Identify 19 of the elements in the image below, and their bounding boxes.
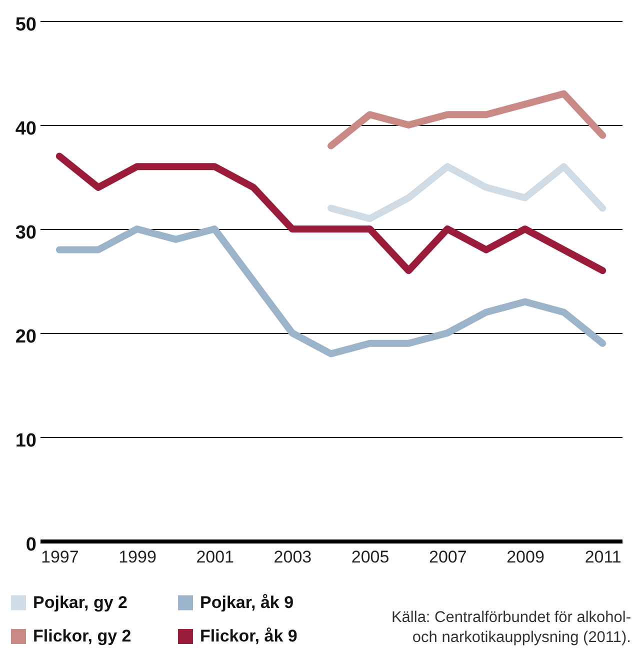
x-tick-label: 2001: [196, 548, 234, 566]
x-tick-label: 1999: [118, 548, 156, 566]
legend-label: Pojkar, åk 9: [200, 592, 294, 612]
legend-label: Pojkar, gy 2: [33, 592, 128, 612]
y-tick-label: 0: [26, 534, 36, 556]
x-tick-label: 2003: [274, 548, 312, 566]
y-tick-label: 20: [15, 326, 36, 348]
y-tick-label: 10: [15, 430, 36, 452]
y-tick-label: 50: [15, 14, 36, 36]
y-tick-label: 40: [15, 118, 36, 140]
x-tick-label: 2009: [506, 548, 544, 566]
x-tick-label: 1997: [40, 548, 79, 566]
legend-label: Flickor, åk 9: [200, 626, 298, 646]
x-tick-label: 2005: [351, 548, 390, 566]
text: Källa: Centralförbundet för alkohol- och narkotikaupplysning (2011).: [391, 609, 631, 646]
x-tick-label: 2007: [428, 548, 467, 566]
y-tick-label: 30: [15, 222, 36, 244]
legend-label: Flickor, gy 2: [33, 626, 132, 646]
x-tick-label: 2011: [584, 548, 622, 566]
